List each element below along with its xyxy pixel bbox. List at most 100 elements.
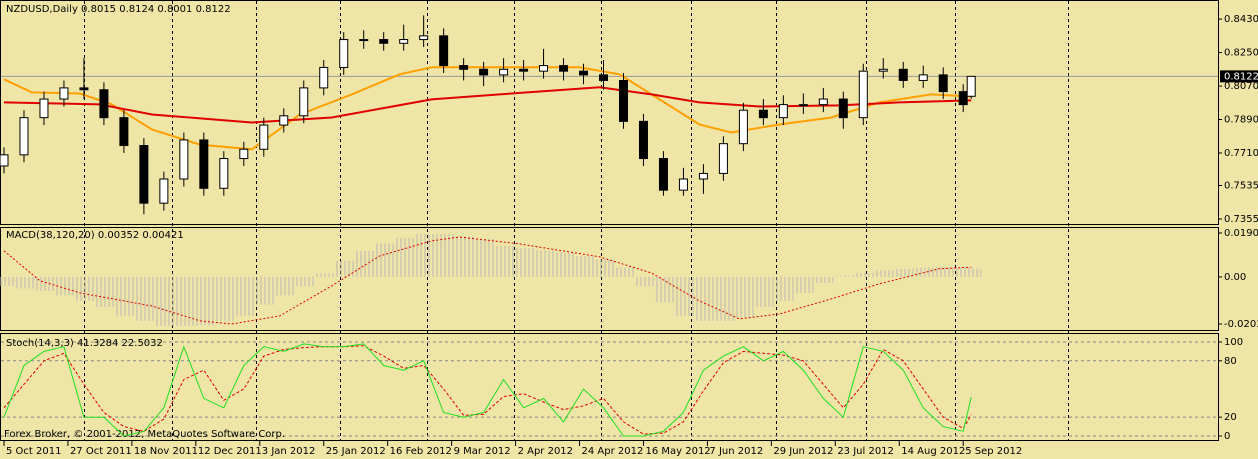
candle-body bbox=[559, 65, 569, 72]
candle-body bbox=[858, 70, 868, 119]
macd-bar bbox=[213, 276, 234, 321]
macd-bar bbox=[333, 260, 354, 277]
candle-body bbox=[0, 154, 9, 167]
candle-body bbox=[678, 178, 688, 191]
macd-bar bbox=[793, 276, 814, 294]
macd-bar bbox=[873, 269, 894, 277]
candle-body bbox=[698, 172, 708, 180]
macd-bar bbox=[273, 276, 294, 296]
x-tick-label: 2 Apr 2012 bbox=[518, 446, 573, 457]
x-tick-label: 29 Jun 2012 bbox=[773, 446, 833, 457]
macd-bar bbox=[753, 276, 774, 307]
candle-body bbox=[219, 158, 229, 189]
candle-body bbox=[479, 68, 489, 76]
macd-bar bbox=[293, 276, 314, 287]
candle-body bbox=[199, 139, 209, 189]
macd-bar bbox=[433, 233, 454, 277]
macd-bar bbox=[393, 237, 414, 277]
x-tick-label: 9 Mar 2012 bbox=[454, 446, 511, 457]
macd-bar bbox=[0, 276, 14, 286]
macd-bar bbox=[253, 276, 274, 305]
macd-bar bbox=[493, 245, 514, 277]
y-tick-label: 0.01902 bbox=[1224, 228, 1258, 239]
candle-body bbox=[339, 39, 349, 68]
chart-title: NZDUSD,Daily 0.8015 0.8124 0.8001 0.8122 bbox=[6, 4, 231, 15]
macd-bar bbox=[453, 236, 474, 277]
stoch-main bbox=[3, 343, 972, 437]
y-tick-label: -0.02039 bbox=[1224, 319, 1258, 330]
macd-bar bbox=[353, 250, 374, 277]
macd-bar bbox=[93, 276, 114, 307]
macd-bar bbox=[473, 238, 494, 277]
y-tick-label: 0.8430 bbox=[1224, 14, 1258, 25]
macd-bar bbox=[933, 266, 954, 277]
macd-bar bbox=[693, 276, 714, 321]
stoch-signal bbox=[3, 345, 972, 435]
macd-bar bbox=[313, 273, 334, 277]
macd-bar bbox=[13, 276, 34, 289]
copyright: Forex Broker, © 2001-2012, MetaQuotes So… bbox=[4, 429, 285, 440]
candle-body bbox=[399, 39, 409, 44]
macd-bar bbox=[673, 276, 694, 316]
candle-body bbox=[838, 98, 848, 119]
stoch-title: Stoch(14,3,3) 41.3284 22.5032 bbox=[6, 338, 163, 349]
candle-body bbox=[618, 79, 628, 122]
x-tick-label: 27 Oct 2011 bbox=[70, 446, 132, 457]
macd-bar bbox=[373, 243, 394, 277]
macd-bar bbox=[653, 276, 674, 303]
candle-body bbox=[459, 65, 469, 70]
macd-bar bbox=[713, 276, 734, 321]
candle-body bbox=[758, 109, 768, 119]
macd-bar bbox=[133, 276, 154, 321]
candle-body bbox=[958, 91, 968, 106]
candle-body bbox=[19, 117, 29, 156]
macd-bar bbox=[233, 276, 254, 316]
macd-bar bbox=[593, 259, 614, 277]
main-panel bbox=[0, 0, 1219, 225]
candle-body bbox=[379, 39, 389, 44]
candle-body bbox=[519, 68, 529, 72]
candle-body bbox=[179, 139, 189, 180]
y-tick-label: 0.7355 bbox=[1224, 214, 1258, 225]
macd-bar bbox=[513, 248, 534, 277]
candle-body bbox=[39, 98, 49, 119]
y-tick-label: 0.7535 bbox=[1224, 181, 1258, 192]
price-label-box bbox=[1220, 70, 1258, 83]
candle-body bbox=[259, 124, 269, 150]
y-tick-label: 0.8070 bbox=[1224, 81, 1258, 92]
candle-body bbox=[99, 89, 109, 119]
candle-body bbox=[778, 104, 788, 119]
candle-body bbox=[299, 87, 309, 117]
y-tick-label: 0 bbox=[1224, 431, 1230, 442]
moving-average bbox=[3, 86, 972, 124]
candle-body bbox=[239, 148, 249, 160]
candle-body bbox=[499, 68, 509, 76]
candle-body bbox=[898, 68, 908, 81]
y-tick-label: 0.7710 bbox=[1224, 148, 1258, 159]
macd-title: MACD(38,120,20) 0.00352 0.00421 bbox=[6, 230, 184, 241]
macd-bar bbox=[893, 268, 914, 277]
candle-body bbox=[818, 98, 828, 106]
macd-bar bbox=[173, 276, 194, 326]
macd-bar bbox=[553, 252, 574, 277]
candle-body bbox=[79, 87, 89, 91]
candle-body bbox=[539, 65, 549, 72]
macd-bar bbox=[193, 276, 214, 326]
macd-bar bbox=[813, 276, 834, 283]
y-tick-label: 100 bbox=[1224, 337, 1243, 348]
x-tick-label: 12 Dec 2011 bbox=[198, 446, 262, 457]
x-tick-label: 24 Apr 2012 bbox=[582, 446, 644, 457]
candle-body bbox=[938, 74, 948, 93]
candle-body bbox=[119, 117, 129, 147]
macd-bar bbox=[833, 275, 854, 277]
x-tick-label: 18 Nov 2011 bbox=[134, 446, 198, 457]
candle-body bbox=[139, 145, 149, 204]
x-tick-label: 25 Jan 2012 bbox=[326, 446, 386, 457]
candle-body bbox=[159, 178, 169, 204]
y-tick-label: 80 bbox=[1224, 356, 1237, 367]
macd-bar bbox=[961, 268, 982, 277]
candle-body bbox=[579, 70, 589, 76]
macd-bar bbox=[33, 276, 54, 291]
candle-body bbox=[359, 39, 369, 42]
candle-body bbox=[738, 109, 748, 145]
